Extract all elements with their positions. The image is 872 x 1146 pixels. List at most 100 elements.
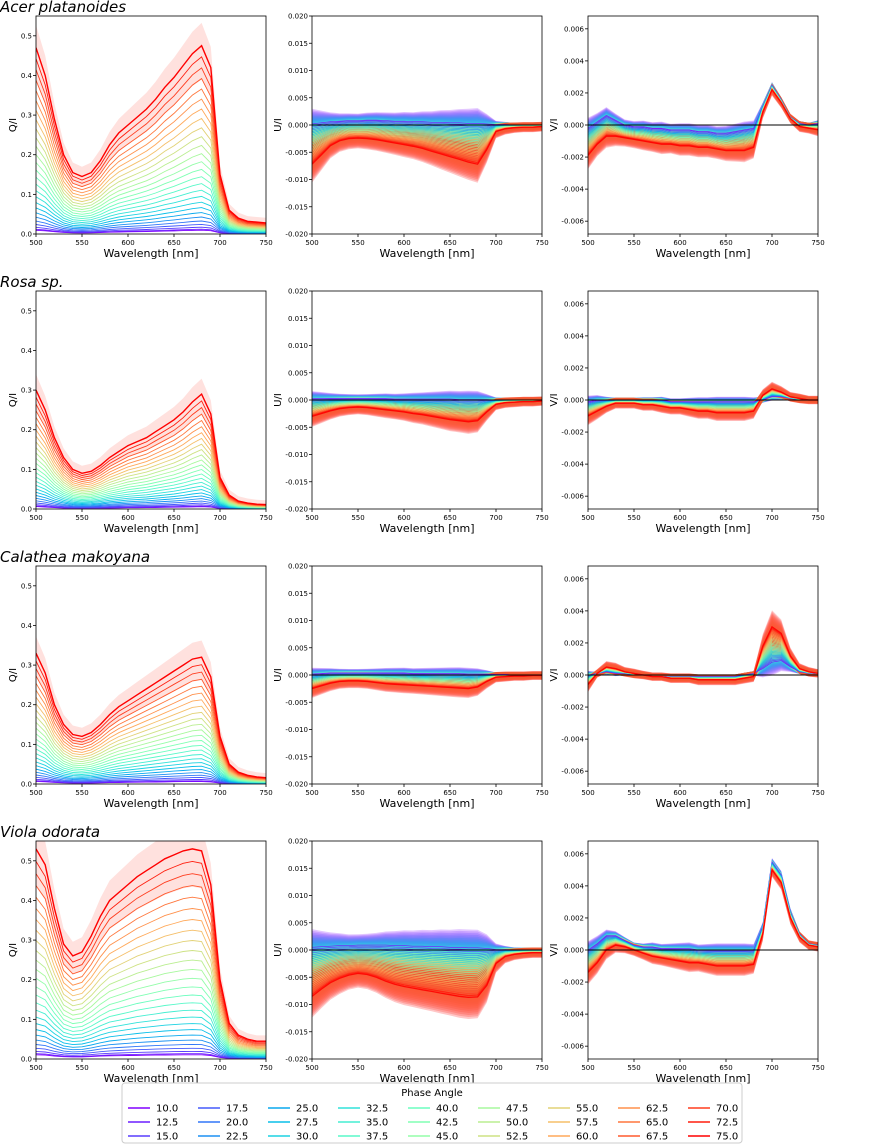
y-tick-label: 0.005 [288, 94, 308, 102]
plot-area [312, 929, 542, 1019]
y-tick-label: -0.004 [561, 1011, 584, 1019]
x-tick-label: 700 [489, 514, 502, 522]
legend-box [121, 1082, 743, 1144]
y-tick-label: 0.3 [21, 937, 32, 945]
series-line-27.5 [36, 1029, 266, 1057]
series-band-10.0 [588, 648, 818, 680]
y-tick-label: -0.015 [285, 203, 308, 211]
series-line-35.0 [36, 1009, 266, 1056]
series-line-70.0 [36, 873, 266, 1044]
y-tick-label: 0.015 [288, 40, 308, 48]
series-line-42.5 [36, 467, 266, 508]
series-line-47.5 [36, 153, 266, 230]
series-band-22.5 [588, 641, 818, 682]
series-line-65.0 [36, 88, 266, 226]
legend-label: 37.5 [366, 1132, 388, 1143]
y-tick-label: -0.020 [285, 1056, 308, 1064]
series-band-70.0 [588, 83, 818, 167]
x-tick-label: 550 [627, 1064, 640, 1072]
axes-frame [35, 15, 267, 235]
legend-item: 50.0 [478, 1118, 528, 1129]
series-line-57.5 [36, 117, 266, 228]
series-line-25.0 [36, 212, 266, 234]
series-line-75.0 [36, 389, 266, 506]
plot-area [36, 374, 266, 509]
y-tick-label: 0.3 [21, 387, 32, 395]
series-line-65.0 [36, 896, 266, 1046]
series-line-70.0 [36, 403, 266, 506]
series-line-65.0 [36, 683, 266, 780]
species-title: Rosa sp. [0, 273, 63, 291]
legend-label: 50.0 [506, 1118, 528, 1129]
x-tick-label: 500 [581, 239, 594, 247]
x-axis-label: Wavelength [nm] [655, 247, 750, 260]
legend-label: 72.5 [716, 1118, 738, 1129]
series-band-15.0 [588, 645, 818, 681]
y-tick-label: 0.2 [21, 151, 32, 159]
y-tick-label: 0.000 [288, 397, 308, 405]
x-tick-label: 750 [259, 789, 272, 797]
series-line-25.0 [36, 1034, 266, 1058]
y-tick-label: -0.015 [285, 1028, 308, 1036]
series-line-45.0 [36, 733, 266, 783]
legend-item: 10.0 [128, 1104, 178, 1115]
legend-label: 67.5 [646, 1132, 668, 1143]
y-tick-label: 0.020 [288, 563, 308, 571]
panel-u-4: 500 550 600 650 700 750 Wavelength [nm] -0.020 -… [273, 838, 549, 1086]
legend-label: 65.0 [646, 1118, 668, 1129]
legend-label: 32.5 [366, 1104, 388, 1115]
x-tick-label: 750 [259, 1064, 272, 1072]
series-line-57.5 [36, 929, 266, 1049]
series-line-60.0 [36, 696, 266, 781]
y-tick-label: 0.010 [288, 342, 308, 350]
series-line-27.5 [36, 207, 266, 233]
x-tick-label: 650 [443, 239, 456, 247]
uncertainty-band [36, 841, 266, 1045]
x-tick-label: 750 [811, 514, 824, 522]
series-line-62.5 [36, 690, 266, 780]
y-axis-label: U/I [273, 393, 284, 407]
series-band-27.5 [588, 638, 818, 683]
plot-area [588, 610, 818, 693]
x-tick-label: 700 [765, 789, 778, 797]
y-axis-label: U/I [273, 668, 284, 682]
x-tick-label: 700 [213, 239, 226, 247]
series-band-10.0 [312, 929, 542, 967]
y-tick-label: -0.020 [285, 506, 308, 514]
y-axis-label: V/I [549, 943, 560, 956]
y-tick-label: -0.010 [285, 176, 308, 184]
series-band-25.0 [588, 390, 818, 412]
y-tick-label: -0.006 [561, 768, 584, 776]
series-line-17.5 [36, 776, 266, 784]
x-tick-label: 700 [489, 1064, 502, 1072]
series-line-30.0 [36, 1023, 266, 1057]
x-tick-label: 550 [627, 239, 640, 247]
series-line-60.0 [36, 429, 266, 507]
y-tick-label: 0.2 [21, 426, 32, 434]
panel-u-2: 500 550 600 650 700 750 Wavelength [nm] -0.020 -… [273, 288, 549, 536]
x-axis-label: Wavelength [nm] [655, 522, 750, 535]
x-tick-label: 500 [29, 514, 42, 522]
series-line-75.0 [588, 388, 818, 417]
y-tick-label: 0.006 [564, 300, 585, 308]
panel-q-2: 500 550 600 650 700 750 Wavelength [nm] 0.0 0.1 0… [8, 290, 273, 535]
x-tick-label: 650 [719, 514, 732, 522]
series-line-22.5 [36, 771, 266, 784]
series-band-42.5 [588, 860, 818, 972]
legend-item: 12.5 [128, 1118, 178, 1129]
x-tick-label: 700 [765, 1064, 778, 1072]
y-tick-label: 0.3 [21, 112, 32, 120]
y-tick-label: -0.002 [561, 704, 584, 712]
series-line-35.0 [312, 950, 542, 968]
x-axis-label: Wavelength [nm] [103, 1072, 198, 1085]
y-tick-label: -0.020 [285, 231, 308, 239]
series-line-67.5 [36, 77, 266, 226]
y-tick-label: 0.000 [564, 947, 584, 955]
panel-q-1: 500 550 600 650 700 750 Wavelength [nm] 0.0 0.1 0… [8, 15, 273, 260]
legend-item: 45.0 [408, 1132, 458, 1143]
series-line-75.0 [36, 44, 266, 224]
y-tick-label: 0.4 [21, 347, 33, 355]
plot-area [312, 667, 542, 698]
species-title: Calathea makoyana [0, 548, 150, 566]
x-tick-label: 600 [121, 239, 134, 247]
